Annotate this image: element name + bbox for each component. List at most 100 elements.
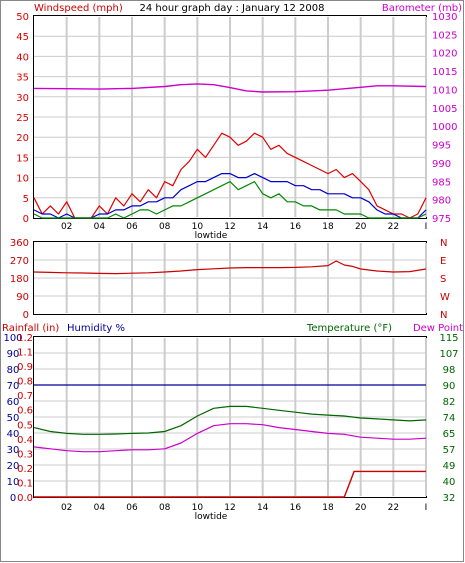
xtick-bottom-label: I bbox=[425, 503, 428, 513]
windspeed-avg-line bbox=[33, 181, 427, 219]
compass-tick: W bbox=[440, 292, 450, 303]
xtick-bottom-label: 16 bbox=[290, 503, 302, 513]
xtick-bottom-label: 14 bbox=[257, 503, 269, 513]
xtick-top-label: 18 bbox=[322, 222, 334, 232]
windspeed-mid-line bbox=[33, 173, 427, 219]
barometer-tick: 975 bbox=[432, 214, 451, 225]
barometer-line bbox=[33, 83, 427, 93]
barometer-tick: 990 bbox=[432, 159, 451, 170]
rainfall-tick: 0.6 bbox=[17, 406, 33, 417]
barometer-tick: 1005 bbox=[432, 104, 457, 115]
temperature-tick: 40 bbox=[443, 477, 456, 488]
compass-tick: N bbox=[440, 310, 447, 321]
dewpoint-line bbox=[33, 423, 427, 453]
temperature-tick: 32 bbox=[443, 493, 456, 504]
temperature-line bbox=[33, 405, 427, 435]
lowtide-label-bottom: lowtide bbox=[195, 512, 228, 522]
windspeed-label: Windspeed (mph) bbox=[34, 3, 123, 14]
windspeed-tick: 40 bbox=[16, 52, 29, 63]
humidity-tick: 50 bbox=[7, 413, 20, 424]
xtick-top-label: 04 bbox=[94, 222, 106, 232]
xtick-bottom-label: 08 bbox=[159, 503, 171, 513]
temperature-tick: 90 bbox=[443, 381, 456, 392]
rainfall-tick: 1.2 bbox=[17, 333, 33, 344]
barometer-tick: 995 bbox=[432, 141, 451, 152]
windspeed-tick: 45 bbox=[16, 32, 29, 43]
xtick-top-label: 14 bbox=[257, 222, 269, 232]
xtick-top-label: 12 bbox=[224, 222, 235, 232]
xtick-bottom-label: 10 bbox=[192, 503, 204, 513]
rainfall-tick: 0.2 bbox=[17, 464, 33, 475]
humidity-tick: 60 bbox=[7, 397, 20, 408]
grid-layer bbox=[34, 17, 427, 496]
xtick-bottom-label: 06 bbox=[126, 503, 138, 513]
compass-tick: S bbox=[440, 274, 446, 285]
xtick-top-label: 16 bbox=[290, 222, 302, 232]
windspeed-tick: 5 bbox=[23, 194, 29, 205]
xtick-top-label: I bbox=[425, 222, 428, 232]
rainfall-tick: 0.0 bbox=[17, 493, 33, 504]
barometer-tick: 1025 bbox=[432, 30, 457, 41]
tick-layer: 02 04 06 08 10 12 14 16 18 20 22 I 02 04 06 08 10 12 14 16 1… bbox=[3, 12, 458, 513]
barometer-tick: 1015 bbox=[432, 67, 457, 78]
temperature-tick: 82 bbox=[443, 397, 456, 408]
windspeed-tick: 25 bbox=[16, 113, 29, 124]
humidity-tick: 10 bbox=[7, 477, 20, 488]
humidity-tick: 20 bbox=[7, 461, 20, 472]
barometer-tick: 985 bbox=[432, 177, 451, 188]
temperature-tick: 49 bbox=[443, 461, 456, 472]
chart-title: 24 hour graph day : January 12 2008 bbox=[140, 3, 325, 14]
xtick-bottom-label: 12 bbox=[224, 503, 235, 513]
xtick-top-label: 06 bbox=[126, 222, 138, 232]
direction-degree-tick: 0 bbox=[23, 310, 29, 321]
rainfall-tick: 0.4 bbox=[17, 435, 33, 446]
xtick-top-label: 22 bbox=[388, 222, 399, 232]
barometer-tick: 1030 bbox=[432, 12, 457, 23]
temperature-tick: 115 bbox=[439, 333, 458, 344]
rainfall-line bbox=[34, 470, 426, 498]
direction-degree-tick: 270 bbox=[10, 256, 29, 267]
barometer-tick: 1020 bbox=[432, 49, 457, 60]
temperature-tick: 74 bbox=[443, 413, 456, 424]
windspeed-gust-line bbox=[33, 132, 427, 219]
compass-tick: N bbox=[440, 238, 447, 249]
xtick-bottom-label: 22 bbox=[388, 503, 399, 513]
xtick-top-label: 10 bbox=[192, 222, 204, 232]
humidity-tick: 100 bbox=[3, 333, 22, 344]
windspeed-tick: 15 bbox=[16, 153, 29, 164]
rainfall-tick: 0.9 bbox=[17, 362, 33, 373]
humidity-tick: 70 bbox=[7, 381, 20, 392]
windspeed-tick: 10 bbox=[16, 174, 29, 185]
humidity-tick: 30 bbox=[7, 445, 20, 456]
xtick-bottom-label: 02 bbox=[61, 503, 72, 513]
dewpoint-label: Dew Point bbox=[413, 323, 463, 334]
humidity-tick: 40 bbox=[7, 429, 20, 440]
barometer-label: Barometer (mb) bbox=[382, 3, 462, 14]
lowtide-label-top: lowtide bbox=[195, 231, 228, 241]
series-layer bbox=[33, 83, 427, 498]
xtick-bottom-label: 04 bbox=[94, 503, 106, 513]
xtick-bottom-label: 20 bbox=[355, 503, 367, 513]
windspeed-tick: 50 bbox=[16, 12, 29, 23]
rainfall-tick: 0.5 bbox=[17, 420, 33, 431]
humidity-label: Humidity % bbox=[67, 323, 125, 334]
humidity-tick: 80 bbox=[7, 365, 20, 376]
rainfall-tick: 0.3 bbox=[17, 449, 33, 460]
rainfall-tick: 1.1 bbox=[17, 348, 33, 359]
compass-tick: E bbox=[440, 256, 446, 267]
temperature-tick: 57 bbox=[443, 445, 456, 456]
wind-direction-line bbox=[33, 260, 427, 275]
direction-degree-tick: 180 bbox=[10, 274, 29, 285]
temperature-tick: 65 bbox=[443, 429, 456, 440]
rainfall-label: Rainfall (in) bbox=[2, 323, 59, 334]
temperature-tick: 107 bbox=[439, 349, 458, 360]
direction-degree-tick: 360 bbox=[10, 238, 29, 249]
temperature-tick: 98 bbox=[443, 365, 456, 376]
windspeed-tick: 30 bbox=[16, 93, 29, 104]
barometer-tick: 980 bbox=[432, 196, 451, 207]
humidity-tick: 90 bbox=[7, 349, 20, 360]
xtick-top-label: 02 bbox=[61, 222, 72, 232]
windspeed-tick: 35 bbox=[16, 73, 29, 84]
